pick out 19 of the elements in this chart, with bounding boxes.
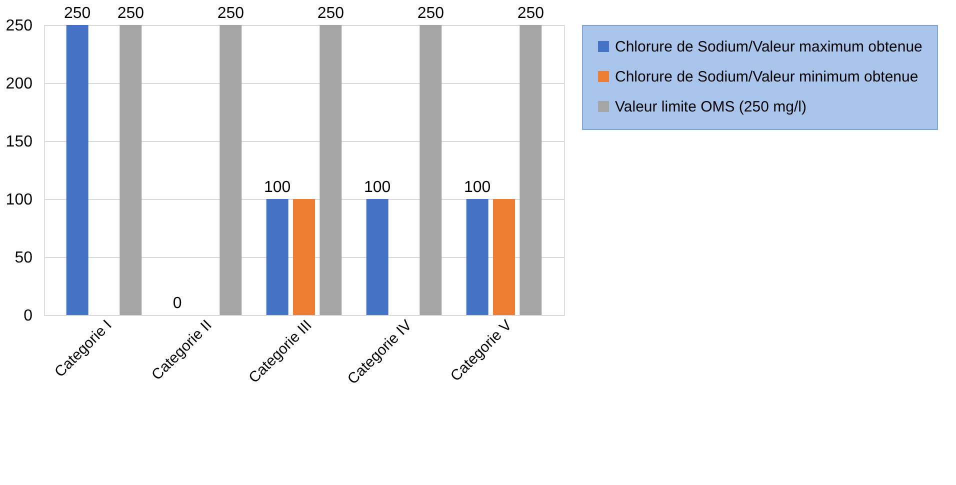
data-label: 250 [117, 5, 144, 22]
data-label: 100 [464, 179, 491, 196]
legend-label: Chlorure de Sodium/Valeur maximum obtenue [615, 38, 922, 56]
data-label: 100 [364, 179, 391, 196]
legend-label: Valeur limite OMS (250 mg/l) [615, 98, 806, 116]
data-label: 250 [517, 5, 544, 22]
data-label: 250 [64, 5, 91, 22]
y-tick-label: 150 [6, 134, 33, 150]
y-tick-label: 100 [6, 192, 33, 208]
legend-label: Chlorure de Sodium/Valeur minimum obtenue [615, 68, 918, 86]
y-tick-label: 200 [6, 76, 33, 92]
y-tick-label: 0 [24, 308, 33, 324]
y-tick-label: 50 [14, 250, 33, 266]
data-label: 0 [172, 295, 182, 312]
data-label: 250 [217, 5, 244, 22]
y-tick-label: 250 [6, 18, 33, 34]
data-label: 250 [417, 5, 444, 22]
data-label: 100 [264, 179, 291, 196]
data-label: 250 [317, 5, 344, 22]
